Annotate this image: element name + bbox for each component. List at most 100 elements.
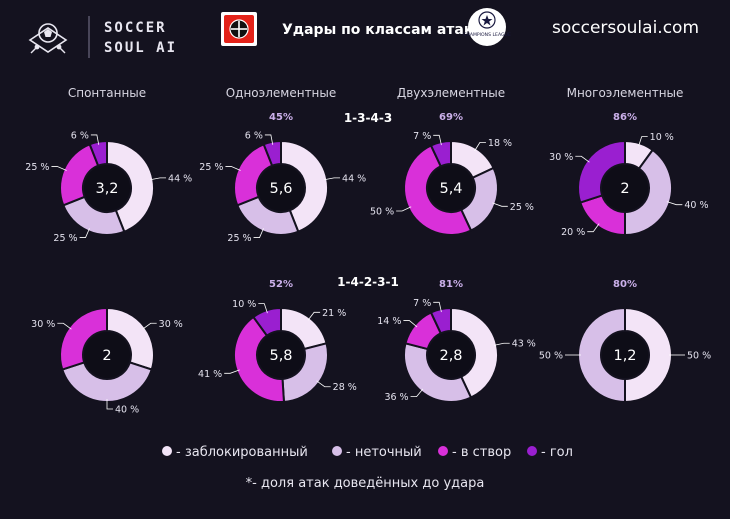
label-leader-line [493,342,510,346]
chart-title: Удары по классам атак [282,22,474,38]
legend-label-blocked: - заблокированный [176,445,308,460]
donut-center-value: 2,8 [439,348,462,364]
slice-label-goal: 10 % [232,299,256,310]
slice-label-on-target: 25 % [25,162,49,173]
donut-slice-on-target [59,306,108,371]
slice-label-goal: 6 % [245,130,263,141]
label-leader-line [57,322,72,330]
label-leader-line [90,134,100,145]
label-leader-line [587,223,600,233]
slice-label-blocked: 44 % [342,173,366,184]
donut-slice-inaccurate [624,148,673,237]
slice-label-on-target: 30 % [31,319,55,330]
slice-label-inaccurate: 25 % [510,202,534,213]
slice-label-on-target: 20 % [561,227,585,238]
donut-chart: 80% 50 % 50 % 1,2 [539,279,711,404]
donut-slice-blocked [280,139,329,233]
column-header-spontaneous: Спонтанные [68,86,146,100]
donut-hole [84,165,130,211]
donut-center-value: 2 [620,181,629,197]
label-leader-line [403,320,418,328]
legend-item-blocked: - заблокированный [162,445,308,460]
legend-swatch-goal [527,446,537,456]
slice-label-inaccurate: 40 % [684,200,708,211]
column-header-two-element: Двухэлементные [397,86,505,100]
header: SOCCER SOUL AI Удары по классам атак CHA… [28,8,699,58]
label-leader-line [258,303,268,314]
label-leader-line [224,369,240,374]
slice-label-blocked: 30 % [159,319,183,330]
legend-item-inaccurate: - неточный [332,445,422,460]
donut-slice-goal [262,139,282,167]
donut-slice-goal [429,139,452,168]
label-leader-line [307,311,321,321]
attack-share-label: 86% [613,112,637,123]
label-leader-line [264,134,274,145]
attack-share-label: 45% [269,112,293,123]
attack-share-label: 80% [613,279,637,290]
brand-name-line1: SOCCER [104,20,167,36]
donut-center-value: 1,2 [613,348,636,364]
donut-slice-inaccurate [577,306,626,404]
slice-label-on-target: 25 % [199,162,223,173]
donut-hole [602,165,648,211]
slice-label-inaccurate: 28 % [333,382,357,393]
slice-label-on-target: 14 % [377,316,401,327]
donut-chart: 52% 21 % 28 % 41 % 10 % 5,8 [198,279,357,403]
slice-label-inaccurate: 40 % [115,405,139,416]
column-headers: Спонтанные Одноэлементные Двухэлементные… [68,86,684,100]
donut-slice-on-target [233,315,286,403]
donut-hole [258,165,304,211]
label-leader-line [106,399,113,410]
donut-hole [84,332,130,378]
site-url: soccersoulai.com [552,18,699,38]
donut-slice-blocked [106,139,155,233]
brand-logo-icon [28,23,68,54]
donut-center-value: 5,8 [269,348,292,364]
label-leader-line [51,166,67,171]
donut-slice-goal [88,139,108,167]
donut-center-value: 5,6 [269,181,292,197]
donut-slice-goal [429,306,452,335]
donut-charts: 44 % 25 % 25 % 6 % 3,2 45% 44 % 25 % 25 % 6 % 5,6 6… [25,112,711,416]
attack-share-label: 52% [269,279,293,290]
donut-slice-blocked [450,306,499,399]
label-leader-line [324,177,341,181]
slice-label-blocked: 44 % [168,173,192,184]
column-header-multi-element: Многоэлементные [567,86,684,100]
label-leader-line [474,142,486,152]
legend-label-inaccurate: - неточный [346,445,422,460]
donut-center-value: 2 [102,348,111,364]
slice-label-inaccurate: 50 % [539,351,563,362]
slice-label-blocked: 43 % [512,339,536,350]
slice-label-blocked: 21 % [322,308,346,319]
legend-swatch-on-target [438,446,448,456]
donut-slice-goal [251,306,282,337]
donut-slice-blocked [624,306,673,404]
donut-center-value: 5,4 [439,181,462,197]
slice-label-on-target: 41 % [198,369,222,380]
donut-hole [428,332,474,378]
slice-label-goal: 7 % [413,298,431,309]
label-leader-line [666,201,683,206]
donut-slice-on-target [403,144,473,236]
legend-item-on-target: - в створ [438,445,511,460]
label-leader-line [79,228,90,238]
donut-chart: 30 % 40 % 30 % 2 [31,306,183,416]
label-leader-line [396,206,412,212]
bayer-leverkusen-crest-icon [221,12,257,46]
donut-chart: 69% 18 % 25 % 50 % 7 % 5,4 [370,112,534,236]
donut-hole [428,165,474,211]
attack-share-label: 81% [439,279,463,290]
legend: - заблокированный - неточный - в створ -… [162,445,573,460]
slice-label-inaccurate: 25 % [227,233,251,244]
slice-label-goal: 6 % [71,130,89,141]
donut-slice-goal [577,139,626,204]
label-leader-line [253,228,264,238]
formation-label-row-2: 1-4-2-3-1 [337,275,399,289]
label-leader-line [492,202,508,207]
slice-label-blocked: 10 % [650,132,674,143]
champions-league-starball-icon: CHAMPIONS LEAGUE [463,8,511,46]
legend-label-on-target: - в створ [452,445,511,460]
label-leader-line [316,380,331,388]
